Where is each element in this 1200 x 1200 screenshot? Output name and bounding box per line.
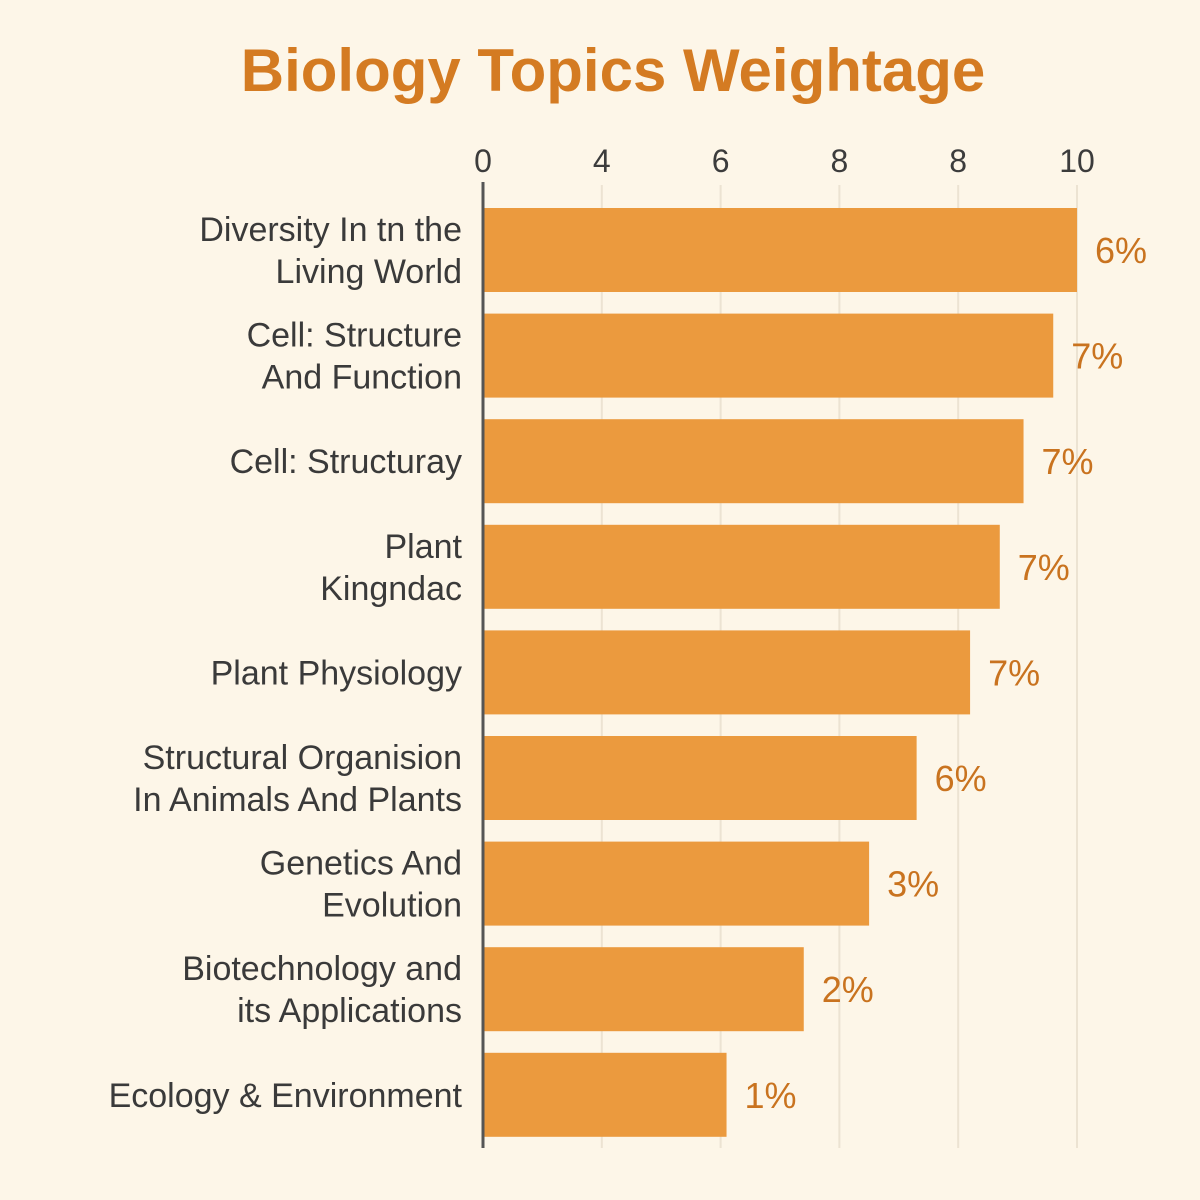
category-label: Genetics And (260, 845, 462, 883)
x-tick-label: 10 (1059, 143, 1095, 179)
bar (483, 208, 1077, 292)
data-label: 3% (887, 864, 939, 905)
x-tick-label: 0 (474, 143, 492, 179)
bar (483, 630, 971, 715)
category-label: Diversity In tn the (199, 211, 462, 249)
data-label: 1% (745, 1075, 797, 1116)
category-label: Living World (276, 253, 462, 291)
category-label: Ecology & Environment (109, 1077, 463, 1115)
category-label: Plant (385, 528, 463, 566)
data-label: 6% (1095, 230, 1147, 271)
bar (483, 736, 917, 820)
data-label: 2% (822, 969, 874, 1010)
category-label: Cell: Structuray (230, 443, 462, 481)
category-label: Structural Organision (143, 739, 462, 777)
x-tick-label: 8 (949, 143, 967, 179)
category-label: Plant Physiology (211, 654, 462, 692)
bar (483, 947, 804, 1032)
bar (483, 419, 1024, 504)
bar (483, 1052, 727, 1137)
x-tick-label: 6 (712, 143, 730, 179)
data-label: 7% (1071, 336, 1123, 377)
category-label: its Applications (237, 992, 462, 1030)
data-label: 7% (1042, 441, 1094, 482)
category-label: And Function (262, 359, 462, 397)
category-label: Kingndac (320, 570, 462, 608)
data-label: 7% (988, 652, 1040, 693)
x-tick-label: 8 (831, 143, 849, 179)
data-label: 7% (1018, 547, 1070, 588)
bar (483, 524, 1000, 609)
x-tick-label: 4 (593, 143, 611, 179)
category-label: Evolution (322, 887, 462, 925)
chart-title: Biology Topics Weightage (240, 37, 986, 104)
bar (483, 841, 870, 926)
bar (483, 313, 1054, 398)
category-label: Biotechnology and (182, 950, 462, 988)
data-label: 6% (935, 758, 987, 799)
category-label: In Animals And Plants (133, 781, 462, 819)
category-label: Cell: Structure (247, 317, 462, 355)
